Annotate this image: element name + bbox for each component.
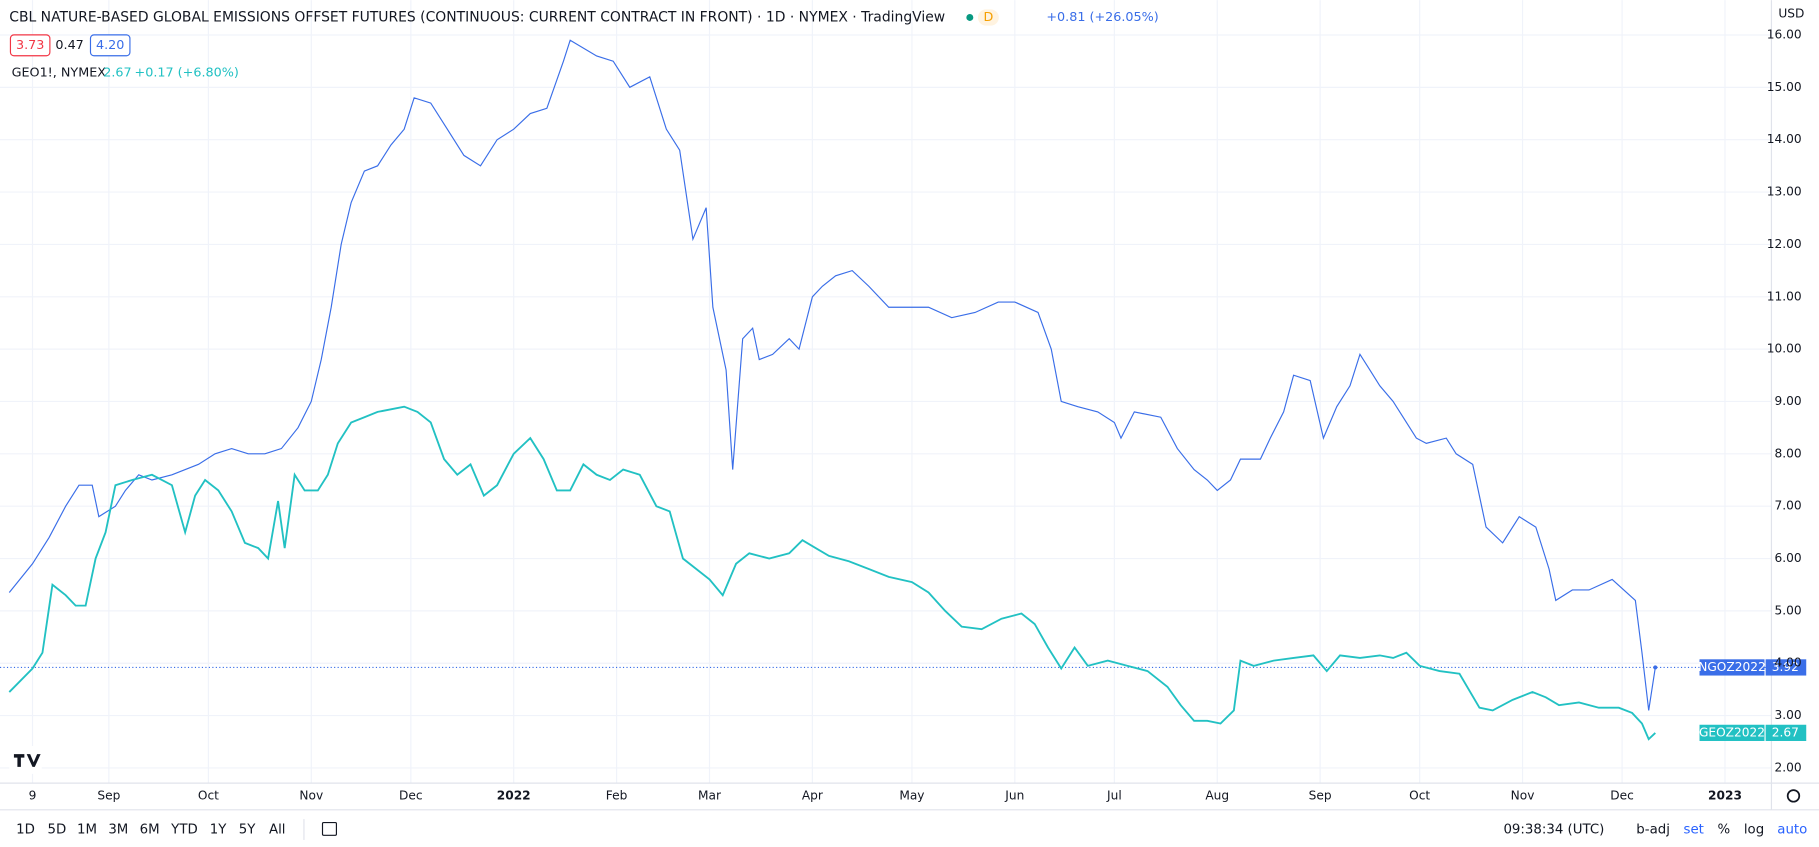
compare-symbol: GEO1!, NYMEX (12, 66, 107, 81)
compare-price: 2.67 (103, 66, 131, 81)
x-tick-label: 2023 (1708, 788, 1742, 802)
y-tick-label: 3.00 (1774, 708, 1801, 722)
x-tick-label: Sep (97, 788, 120, 802)
ohlc-value: 0.47 (55, 38, 83, 53)
x-tick-label: Jul (1106, 788, 1122, 802)
status-dot (966, 13, 974, 21)
x-tick-label: Dec (1610, 788, 1634, 802)
ohlc-box (89, 34, 131, 57)
clock: 09:38:34 (UTC) (1503, 823, 1604, 838)
ohlc-value: 3.73 (16, 38, 44, 53)
y-tick-label: 16.00 (1767, 28, 1802, 42)
series-line (8, 405, 1656, 741)
range-button[interactable]: 3M (108, 823, 128, 838)
range-button[interactable]: YTD (170, 823, 198, 838)
y-tick-label: 2.00 (1774, 760, 1801, 774)
y-tick-label: 6.00 (1774, 551, 1801, 565)
interval: D (983, 10, 993, 25)
date-range-icon[interactable] (321, 821, 338, 836)
plot: NGOZ2022 3.92 GEOZ2022 2.67 (0, 39, 1807, 741)
settings-icon[interactable] (1786, 789, 1801, 803)
x-tick-label: 9 (29, 788, 37, 802)
y-tick-label: 7.00 (1774, 499, 1801, 513)
y-tick-label: 4.00 (1774, 656, 1801, 670)
y-tick-label: 5.00 (1774, 603, 1801, 617)
toolbar: 1D 5D 1M 3M 6M YTD 1Y 5Y All 09:38:34 (UTC) b-adj s… (16, 819, 1807, 840)
x-tick-label: Jun (1004, 788, 1024, 802)
scale-option[interactable]: % (1718, 823, 1731, 838)
x-tick-label: Dec (399, 788, 423, 802)
scale-option[interactable]: auto (1777, 823, 1807, 838)
ohlc-value: 4.20 (96, 38, 124, 53)
x-tick-label: May (899, 788, 924, 802)
x-tick-label: 2022 (497, 788, 531, 802)
x-tick-label: Feb (606, 788, 628, 802)
x-tick-label: Aug (1205, 788, 1229, 802)
grid (0, 0, 1772, 784)
interval-badge (977, 9, 999, 26)
range-button[interactable]: All (269, 823, 286, 838)
ohlc-box (9, 34, 51, 57)
y-tick-label: 10.00 (1767, 342, 1802, 356)
scale-option[interactable]: log (1744, 823, 1764, 838)
y-tick-label: 8.00 (1774, 446, 1801, 460)
x-tick-label: Oct (198, 788, 219, 802)
range-button[interactable]: 6M (140, 823, 160, 838)
range-button[interactable]: 1D (16, 823, 35, 838)
price-tag-name: GEOZ2022 (1699, 725, 1765, 739)
logo (9, 746, 42, 774)
last-point (1653, 665, 1658, 670)
price-tag (1699, 724, 1765, 741)
series-line (8, 39, 1656, 711)
y-tick-label: 14.00 (1767, 132, 1802, 146)
price-tag-name: NGOZ2022 (1698, 660, 1765, 674)
x-tick-label: Sep (1309, 788, 1332, 802)
price-tag-value: 3.92 (1772, 660, 1799, 674)
x-tick-label: Mar (698, 788, 721, 802)
compare-change: +0.17 (+6.80%) (135, 66, 239, 81)
range-button[interactable]: 5Y (239, 823, 256, 838)
price-tag-value: 2.67 (1772, 725, 1799, 739)
price-change: +0.81 (+26.05%) (1046, 10, 1158, 25)
y-tick-label: 11.00 (1767, 289, 1802, 303)
range-button[interactable]: 1M (77, 823, 97, 838)
scale-option[interactable]: b-adj (1636, 823, 1670, 838)
x-tick-label: Nov (1511, 788, 1535, 802)
y-tick-label: 15.00 (1767, 80, 1802, 94)
y-tick-label: 9.00 (1774, 394, 1801, 408)
y-tick-label: 13.00 (1767, 185, 1802, 199)
x-tick-label: Nov (299, 788, 323, 802)
scale-option[interactable]: set (1684, 823, 1704, 838)
price-tag (1765, 724, 1807, 741)
currency[interactable]: USD (1778, 6, 1804, 20)
y-tick-label: 12.00 (1767, 237, 1802, 251)
x-tick-label: Apr (802, 788, 823, 802)
x-tick-label: Oct (1409, 788, 1430, 802)
price-tag (1765, 659, 1807, 676)
chart-title: CBL NATURE-BASED GLOBAL EMISSIONS OFFSET… (9, 9, 945, 25)
price-tag (1699, 659, 1765, 676)
range-button[interactable]: 1Y (210, 823, 227, 838)
range-button[interactable]: 5D (47, 823, 66, 838)
